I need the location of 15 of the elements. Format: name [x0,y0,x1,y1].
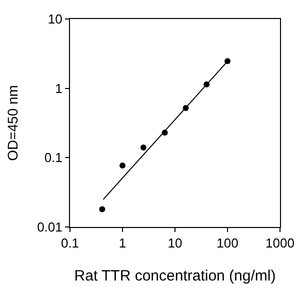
x-tick-label: 0.1 [60,236,80,251]
y-tick-label: 0.1 [44,150,62,166]
x-tick-label: 10 [168,236,182,251]
point [224,58,230,64]
point [140,144,146,151]
y-axis-title: OD=450 nm [4,85,21,161]
y-tick-label: 0.01 [37,220,62,235]
x-tick-label: 1000 [266,236,294,251]
x-tick-label: 1 [118,236,126,251]
x-tick-label: 100 [216,236,238,251]
y-tick-label: 10 [48,12,62,27]
point [99,206,106,212]
point [120,162,126,169]
y-tick-label: 1 [55,80,62,96]
x-axis-title: Rat TTR concentration (ng/ml) [74,268,276,285]
